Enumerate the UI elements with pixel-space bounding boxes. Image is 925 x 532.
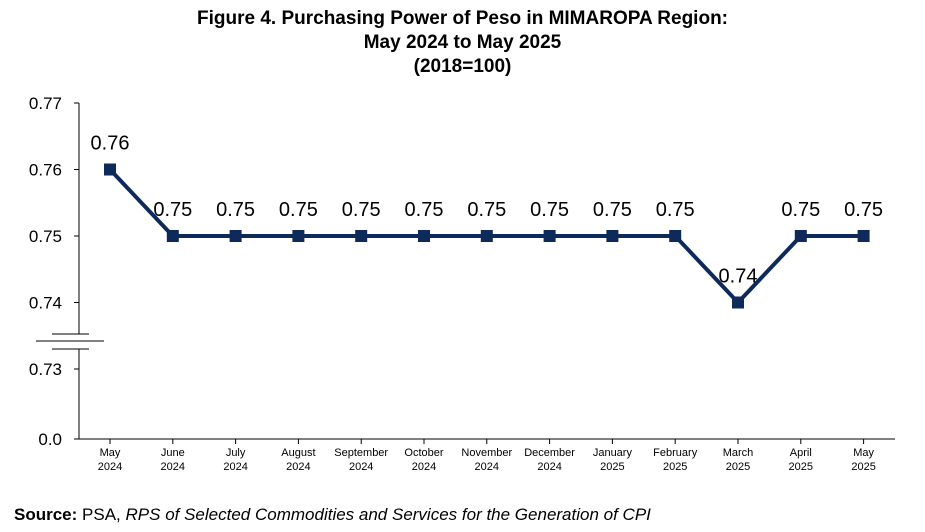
x-tick-label: December 2024 <box>524 447 575 473</box>
data-point <box>292 230 305 242</box>
data-label: 0.75 <box>467 199 506 221</box>
x-tick-label: October 2024 <box>404 447 443 473</box>
data-label: 0.75 <box>216 199 255 221</box>
x-tick-label: February 2025 <box>653 447 698 473</box>
data-point <box>418 230 430 242</box>
data-point <box>543 230 556 242</box>
data-point <box>104 163 116 176</box>
data-point <box>732 296 744 309</box>
y-tick-label: 0.76 <box>29 161 62 180</box>
x-tick-label: May 2025 <box>851 447 875 473</box>
x-tick-label: September 2024 <box>334 447 388 473</box>
x-tick-label: August 2024 <box>281 447 315 473</box>
x-tick-label: April 2025 <box>789 447 813 473</box>
x-tick-label: January 2025 <box>593 447 633 473</box>
data-label: 0.75 <box>656 199 695 221</box>
y-tick-label: 0.75 <box>29 227 62 246</box>
data-label: 0.75 <box>593 199 632 221</box>
source-note: Source: PSA, RPS of Selected Commodities… <box>14 505 651 525</box>
chart-title-line-2: May 2024 to May 2025 <box>363 32 562 53</box>
x-tick-label: May 2024 <box>98 447 122 473</box>
data-label: 0.75 <box>279 199 318 221</box>
data-point <box>480 230 493 242</box>
data-point <box>857 230 870 242</box>
data-point <box>166 230 179 242</box>
source-label: Source: <box>14 505 78 524</box>
x-tick-label: July 2024 <box>223 447 247 473</box>
data-label: 0.75 <box>781 199 820 221</box>
data-point <box>229 230 242 242</box>
data-label: 0.74 <box>719 266 758 288</box>
data-label: 0.75 <box>342 199 381 221</box>
y-tick-label: 0.0 <box>38 430 62 449</box>
y-tick-label: 0.77 <box>29 94 62 113</box>
data-point <box>606 230 619 242</box>
source-text: RPS of Selected Commodities and Services… <box>125 505 651 524</box>
x-tick-label: November 2024 <box>461 447 512 473</box>
x-tick-label: March 2025 <box>723 447 754 473</box>
y-tick-label: 0.74 <box>29 294 62 313</box>
data-point <box>794 230 807 242</box>
data-label: 0.75 <box>530 199 569 221</box>
data-label: 0.76 <box>91 133 130 155</box>
chart-title-line-1: Figure 4. Purchasing Power of Peso in MI… <box>197 8 728 29</box>
data-point <box>669 230 682 242</box>
data-label: 0.75 <box>405 199 444 221</box>
data-point <box>355 230 368 242</box>
data-label: 0.75 <box>844 199 883 221</box>
y-tick-label: 0.73 <box>29 360 62 379</box>
source-org: PSA, <box>82 505 121 524</box>
chart-title-line-3: (2018=100) <box>413 56 512 77</box>
x-tick-label: June 2024 <box>161 447 185 473</box>
line-chart: 0.77 0.76 0.75 0.74 0.73 0.0 May 2024 June 2024 Ju… <box>29 94 895 473</box>
data-label: 0.75 <box>153 199 192 221</box>
